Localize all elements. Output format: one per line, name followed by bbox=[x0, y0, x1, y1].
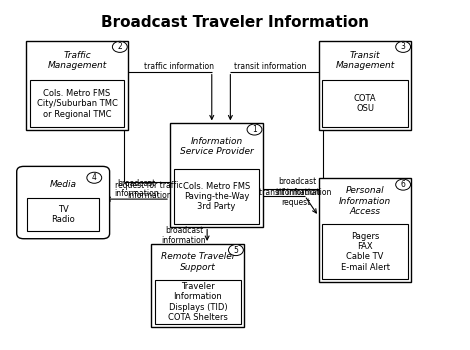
Text: Remote Traveler
Support: Remote Traveler Support bbox=[161, 252, 235, 272]
Text: Traffic
Management: Traffic Management bbox=[47, 51, 107, 70]
Text: Cols. Metro FMS
City/Suburban TMC
or Regional TMC: Cols. Metro FMS City/Suburban TMC or Reg… bbox=[37, 89, 117, 119]
Text: broadcast
information: broadcast information bbox=[162, 226, 206, 245]
Text: broadcast
information: broadcast information bbox=[275, 177, 320, 197]
Text: traffic information: traffic information bbox=[144, 62, 214, 71]
Bar bbox=[26, 41, 128, 130]
Text: 1: 1 bbox=[252, 125, 257, 134]
Text: transit information
request: transit information request bbox=[259, 188, 331, 207]
Text: Media: Media bbox=[50, 180, 77, 189]
Bar bbox=[322, 224, 408, 279]
Text: TV
Radio: TV Radio bbox=[51, 205, 75, 224]
Bar bbox=[319, 41, 412, 130]
Circle shape bbox=[228, 245, 243, 256]
Text: 4: 4 bbox=[92, 173, 97, 182]
Bar bbox=[322, 80, 408, 127]
Text: Transit
Management: Transit Management bbox=[336, 51, 395, 70]
Circle shape bbox=[396, 179, 411, 190]
Text: Information
Service Provider: Information Service Provider bbox=[180, 136, 253, 156]
Bar bbox=[30, 80, 125, 127]
Text: 3: 3 bbox=[401, 42, 406, 51]
Circle shape bbox=[87, 172, 102, 183]
Text: Pagers
FAX
Cable TV
E-mail Alert: Pagers FAX Cable TV E-mail Alert bbox=[341, 232, 390, 272]
Bar bbox=[151, 244, 244, 327]
Text: Personal
Information
Access: Personal Information Access bbox=[339, 187, 391, 216]
Text: Broadcast Traveler Information: Broadcast Traveler Information bbox=[101, 15, 369, 30]
Bar bbox=[27, 198, 99, 231]
Text: request for traffic
information: request for traffic information bbox=[115, 181, 183, 200]
Text: 2: 2 bbox=[118, 42, 122, 51]
Text: transit information: transit information bbox=[234, 62, 306, 71]
Bar bbox=[319, 178, 412, 282]
Text: 5: 5 bbox=[234, 246, 238, 254]
Bar bbox=[170, 123, 263, 227]
Bar bbox=[174, 169, 259, 224]
Circle shape bbox=[247, 124, 262, 135]
Text: Traveler
Information
Displays (TID)
COTA Shelters: Traveler Information Displays (TID) COTA… bbox=[168, 282, 228, 322]
Text: COTA
OSU: COTA OSU bbox=[354, 94, 376, 113]
Text: Cols. Metro FMS
Paving-the-Way
3rd Party: Cols. Metro FMS Paving-the-Way 3rd Party bbox=[183, 182, 250, 211]
Circle shape bbox=[112, 41, 127, 52]
Bar bbox=[155, 280, 241, 324]
Text: broadcast
information: broadcast information bbox=[114, 179, 158, 198]
Text: 6: 6 bbox=[401, 180, 406, 189]
FancyBboxPatch shape bbox=[17, 166, 110, 239]
Circle shape bbox=[396, 41, 411, 52]
